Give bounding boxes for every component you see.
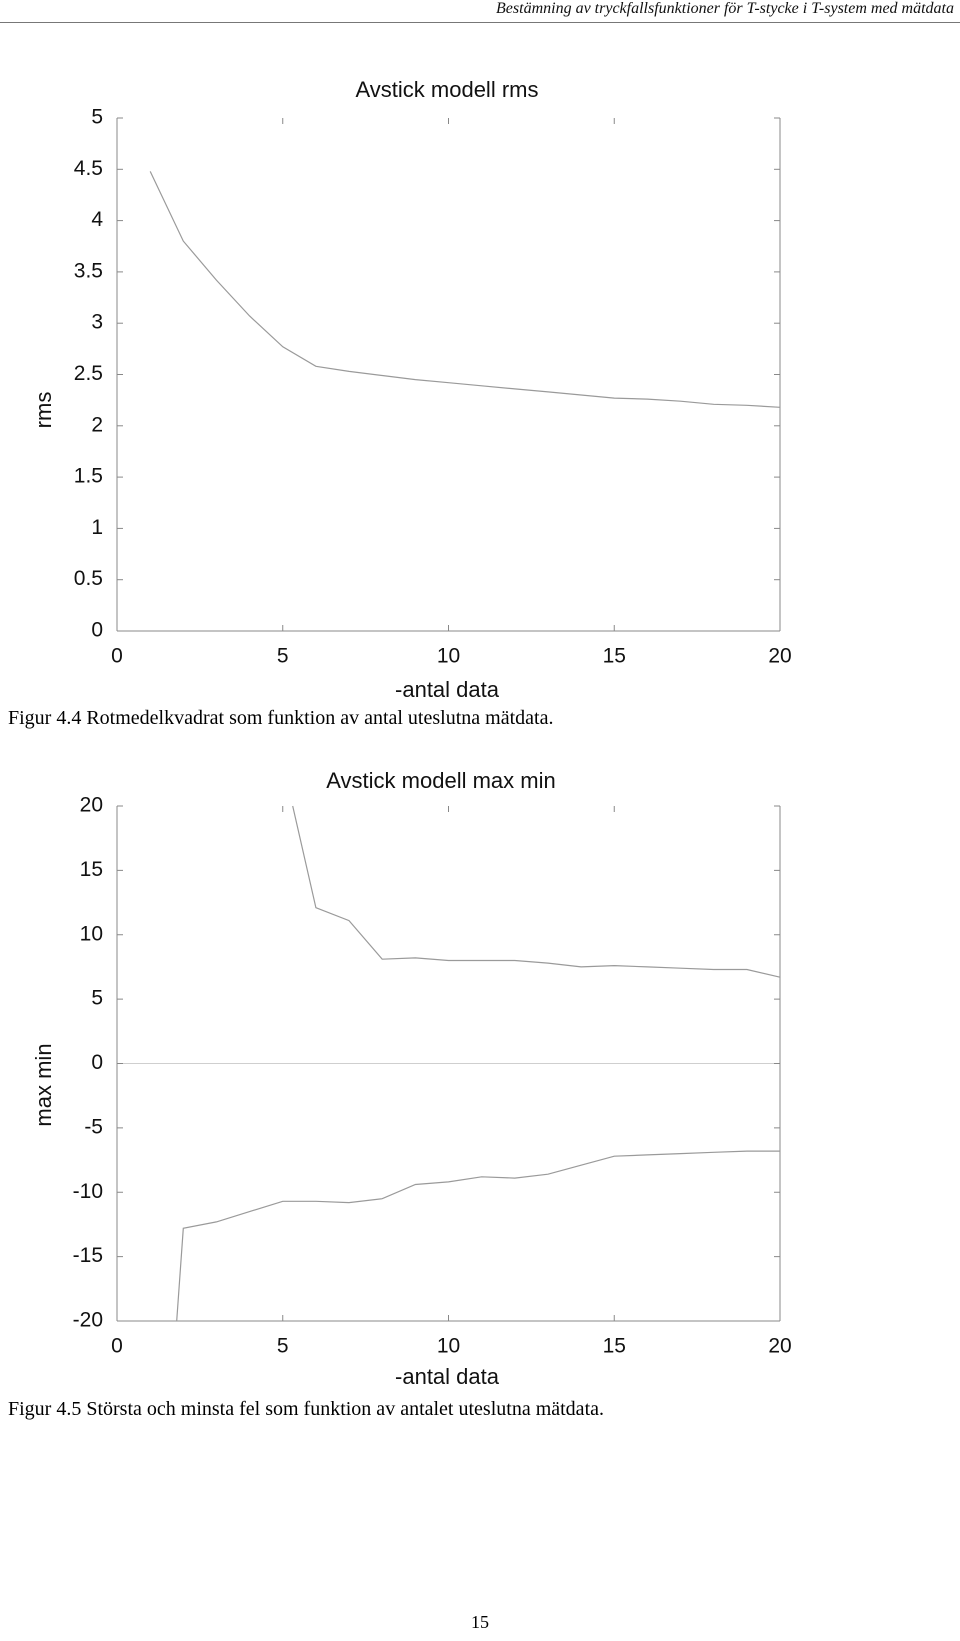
- x-tick-label: 15: [603, 645, 626, 668]
- y-tick-label: 5: [91, 987, 103, 1010]
- series-line-2: [176, 1150, 780, 1322]
- running-head: Bestämning av tryckfallsfunktioner för T…: [496, 0, 954, 17]
- y-tick-label: -15: [73, 1244, 103, 1267]
- y-tick-label: 1.5: [74, 465, 103, 488]
- header-rule: [0, 22, 960, 23]
- x-axis-label: -antal data: [395, 1364, 500, 1389]
- x-axis-label: -antal data: [395, 677, 500, 702]
- chart-title: Avstick modell max min: [326, 768, 555, 793]
- x-tick-label: 20: [768, 645, 791, 668]
- y-tick-label: 0: [91, 1051, 103, 1074]
- x-tick-label: 0: [111, 1335, 123, 1358]
- y-tick-label: 2.5: [74, 362, 103, 385]
- x-tick-label: 5: [277, 645, 289, 668]
- y-axis-label: max min: [31, 1043, 56, 1126]
- y-tick-label: -5: [84, 1115, 103, 1138]
- axes-group: -20 -15 -10 -5 0 5 10 15 20 0 5 10 15 20: [73, 794, 792, 1358]
- figure-caption: Figur 4.5 Största och minsta fel som fun…: [8, 1398, 604, 1420]
- x-tick-label: 10: [437, 645, 460, 668]
- y-tick-label: 3.5: [74, 259, 103, 282]
- y-tick-label: -20: [73, 1309, 103, 1332]
- series-group: [176, 805, 781, 1322]
- y-tick-label: 1: [91, 516, 103, 539]
- y-tick-label: 0.5: [74, 567, 103, 590]
- y-tick-label: 10: [80, 922, 103, 945]
- y-tick-label: 0: [91, 619, 103, 642]
- page-number: 15: [471, 1612, 489, 1632]
- y-axis-label: rms: [31, 392, 56, 429]
- x-tick-label: 15: [603, 1335, 626, 1358]
- y-tick-label: 2: [91, 413, 103, 436]
- x-tick-label: 5: [277, 1335, 289, 1358]
- figure-caption: Figur 4.4 Rotmedelkvadrat som funktion a…: [8, 707, 554, 729]
- x-tick-label: 20: [768, 1335, 791, 1358]
- y-tick-label: 4.5: [74, 157, 103, 180]
- y-tick-label: 5: [91, 106, 103, 129]
- y-tick-label: 3: [91, 311, 103, 334]
- series-line-1: [149, 171, 781, 408]
- y-tick-label: 15: [80, 858, 103, 881]
- y-tick-label: 20: [80, 794, 103, 817]
- chart-title: Avstick modell rms: [356, 77, 539, 102]
- y-tick-label: -10: [73, 1180, 103, 1203]
- axes-group: 0 0.5 1 1.5 2 2.5 3 3.5 4 4.5 5 0 5 10 15 20: [74, 106, 792, 668]
- series-group: [149, 171, 781, 408]
- series-line-1: [292, 805, 781, 978]
- y-tick-label: 4: [91, 208, 103, 231]
- x-tick-label: 10: [437, 1335, 460, 1358]
- x-tick-label: 0: [111, 645, 123, 668]
- figure-rms-chart: Avstick modell rms rms -antal data 0 0.5 1…: [31, 77, 792, 702]
- figure-maxmin-chart: Avstick modell max min max min -antal da…: [31, 768, 792, 1389]
